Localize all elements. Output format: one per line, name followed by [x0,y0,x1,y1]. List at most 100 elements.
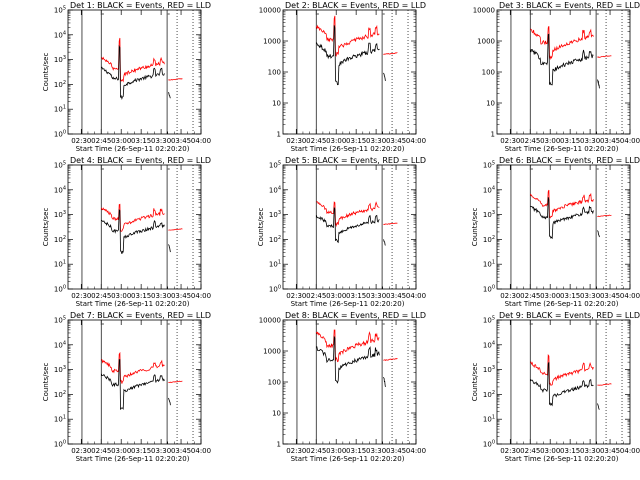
y-tick-label: 103 [483,210,495,219]
x-axis-label: Start Time (26-Sep-11 02:20:20) [505,300,619,308]
panel-title: Det 4: BLACK = Events, RED = LLD [70,156,211,165]
y-tick-label: 10 [272,100,281,108]
y-tick-label: 1 [277,131,281,139]
panel-title: Det 6: BLACK = Events, RED = LLD [499,156,640,165]
plot-frame [496,9,631,135]
x-tick-label: 02:45 [91,447,111,455]
panel-title: Det 3: BLACK = Events, RED = LLD [499,1,640,10]
y-axis-label: Counts/sec [42,363,50,402]
y-tick-label: 100 [54,130,66,139]
x-tick-label: 02:30 [71,292,91,300]
series-lld-tail [383,222,398,225]
plot-frame [67,164,202,290]
x-axis-label: Start Time (26-Sep-11 02:20:20) [505,455,619,463]
series-events-line [316,335,380,384]
y-tick-label: 101 [54,105,66,114]
series-events-line [529,362,594,407]
plot-frame [496,164,631,290]
x-tick-label: 03:15 [346,292,366,300]
x-tick-label: 04:00 [406,137,426,145]
x-tick-label: 03:30 [366,137,386,145]
x-tick-label: 04:00 [191,447,211,455]
plot-frame [496,319,631,445]
x-tick-label: 02:45 [520,137,540,145]
y-tick-label: 100 [54,285,66,294]
series-events-line [315,207,380,244]
y-tick-label: 103 [54,55,66,64]
x-tick-label: 02:30 [286,137,306,145]
x-tick-label: 03:00 [540,292,560,300]
y-tick-label: 104 [483,340,495,349]
series-lld-tail [383,52,398,55]
x-tick-label: 03:15 [346,447,366,455]
x-tick-label: 02:45 [91,137,111,145]
series-lld-tail [597,55,612,58]
panel-det-1: Det 1: BLACK = Events, RED = LLD 100 101 10… [42,1,211,153]
y-tick-label: 104 [483,185,495,194]
y-tick-label: 101 [483,260,495,269]
x-tick-label: 04:00 [191,292,211,300]
x-tick-label: 03:00 [326,292,346,300]
panel-det-4: Det 4: BLACK = Events, RED = LLD 100 101 10… [42,156,211,308]
series-lld-line [101,37,165,83]
series-lld-tail [597,214,612,217]
series-lld-line [315,329,380,363]
x-axis-label: Start Time (26-Sep-11 02:20:20) [76,145,190,153]
x-tick-label: 03:45 [171,447,191,455]
series-events-line [529,33,594,86]
series-lld-tail [168,380,183,383]
y-tick-label: 103 [483,365,495,374]
y-tick-label: 105 [483,161,495,170]
x-tick-label: 03:30 [580,447,600,455]
y-tick-label: 1000 [263,38,281,46]
x-tick-label: 04:00 [191,137,211,145]
x-tick-label: 03:00 [111,292,131,300]
y-tick-label: 101 [483,415,495,424]
x-tick-label: 02:30 [286,292,306,300]
y-tick-label: 104 [54,340,66,349]
y-tick-label: 100 [482,69,495,77]
x-tick-label: 03:15 [131,137,151,145]
y-tick-label: 10000 [259,317,281,325]
x-tick-label: 03:45 [600,137,620,145]
y-tick-label: 100 [483,440,495,449]
x-tick-label: 03:30 [151,137,171,145]
x-tick-label: 02:30 [500,292,520,300]
series-events-tail [597,403,600,410]
series-events-tail [168,397,171,406]
y-tick-label: 105 [269,161,281,170]
x-tick-label: 03:30 [366,447,386,455]
y-tick-label: 104 [54,30,66,39]
series-lld-line [530,353,594,386]
series-lld-tail [168,78,183,81]
series-lld-line [101,351,165,384]
x-tick-label: 02:30 [71,137,91,145]
x-axis-label: Start Time (26-Sep-11 02:20:20) [76,300,190,308]
x-tick-label: 02:45 [306,137,326,145]
panel-det-6: Det 6: BLACK = Events, RED = LLD 100 101 10… [471,156,640,308]
x-tick-label: 02:45 [306,292,326,300]
x-tick-label: 03:15 [560,447,580,455]
x-axis-label: Start Time (26-Sep-11 02:20:20) [291,455,405,463]
x-tick-label: 02:45 [520,447,540,455]
plot-frame [67,9,202,135]
panel-title: Det 5: BLACK = Events, RED = LLD [285,156,426,165]
y-tick-label: 102 [54,80,66,89]
series-events-tail [383,72,386,81]
plot-frame [282,9,417,135]
series-lld-tail [597,383,612,386]
y-tick-label: 102 [483,235,495,244]
panel-title: Det 1: BLACK = Events, RED = LLD [70,1,211,10]
y-tick-label: 100 [268,379,281,387]
x-tick-label: 03:15 [131,447,151,455]
plot-frame [282,319,417,445]
y-tick-label: 1000 [263,348,281,356]
x-tick-label: 02:30 [500,137,520,145]
series-events-line [530,197,594,240]
x-tick-label: 04:00 [406,447,426,455]
y-tick-label: 101 [54,415,66,424]
plot-frame [67,319,202,445]
x-tick-label: 02:30 [286,447,306,455]
x-tick-label: 04:00 [620,137,640,145]
